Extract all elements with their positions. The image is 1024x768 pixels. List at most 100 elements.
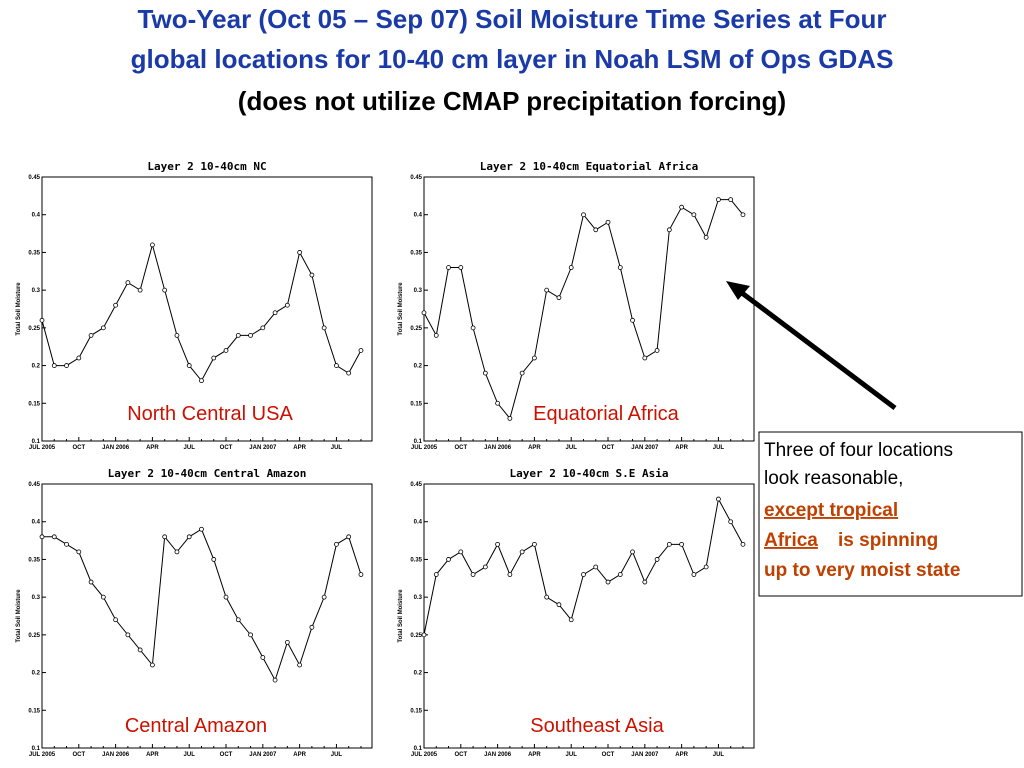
arrow <box>736 288 897 410</box>
y-axis-label: Total Soil Moisture <box>398 589 404 643</box>
annotation-text: Africa <box>764 530 818 551</box>
data-point <box>654 348 660 353</box>
data-point <box>446 557 451 562</box>
data-point <box>605 219 611 225</box>
x-tick-label: JUL <box>184 445 196 451</box>
slide-title: Two-Year (Oct 05 – Sep 07) Soil Moisture… <box>138 4 887 34</box>
data-point <box>150 662 155 668</box>
y-tick-label: 0.4 <box>414 520 423 526</box>
chart-title: Layer 2 10-40cm Central Amazon <box>108 467 307 480</box>
data-point <box>532 541 537 547</box>
chart: Layer 2 10-40cm Central Amazon Total Soil… <box>16 467 373 758</box>
data-point <box>235 617 241 623</box>
data-point <box>617 265 623 270</box>
data-point <box>150 242 155 248</box>
data-point <box>248 332 253 338</box>
y-tick-label: 0.3 <box>414 288 423 294</box>
data-point <box>679 541 685 547</box>
data-point <box>740 212 746 218</box>
data-point <box>211 557 217 562</box>
data-point <box>358 572 364 577</box>
data-point <box>174 549 180 555</box>
data-point <box>309 624 315 630</box>
data-point <box>39 317 45 323</box>
data-point <box>309 272 315 278</box>
y-tick-label: 0.35 <box>410 250 422 256</box>
data-point <box>630 317 635 323</box>
x-tick-label: JUL 2005 <box>29 445 56 451</box>
data-point <box>482 370 488 376</box>
data-point <box>284 640 290 645</box>
data-point <box>728 197 734 203</box>
data-point <box>137 287 143 293</box>
data-point <box>593 227 599 233</box>
data-point <box>556 295 562 301</box>
data-point <box>76 355 82 361</box>
data-point <box>581 572 586 577</box>
data-point <box>642 355 648 361</box>
x-tick-label: APR <box>146 445 159 451</box>
x-tick-label: JUL 2005 <box>411 752 438 758</box>
data-point <box>174 332 180 338</box>
data-point <box>162 287 168 293</box>
annotation-text: is spinning <box>838 530 938 551</box>
plot-frame <box>41 176 373 442</box>
x-tick-label: JAN 2007 <box>631 752 659 758</box>
data-point <box>88 332 94 338</box>
y-tick-label: 0.2 <box>32 364 41 370</box>
x-tick-label: APR <box>293 445 306 451</box>
data-point <box>568 617 574 623</box>
x-tick-label: JAN 2006 <box>102 445 130 451</box>
data-point <box>199 378 204 384</box>
data-point <box>482 564 488 570</box>
data-point <box>495 400 501 406</box>
data-point <box>39 534 45 540</box>
y-tick-label: 0.1 <box>414 439 423 445</box>
data-point <box>358 348 364 353</box>
data-point <box>125 280 131 286</box>
x-tick-label: OCT <box>454 445 467 451</box>
data-point <box>519 549 525 555</box>
x-tick-label: APR <box>528 752 541 758</box>
x-tick-label: OCT <box>220 752 233 758</box>
y-tick-label: 0.15 <box>410 401 422 407</box>
x-tick-label: APR <box>146 752 159 758</box>
data-point <box>346 534 352 540</box>
y-axis-label: Total Soil Moisture <box>16 589 22 643</box>
data-point <box>51 363 57 368</box>
chart: Layer 2 10-40cm Equatorial Africa Total S… <box>398 160 755 451</box>
x-tick-label: JAN 2007 <box>249 445 277 451</box>
x-tick-label: JUL <box>713 752 725 758</box>
data-point <box>532 355 537 361</box>
data-point <box>691 572 697 577</box>
y-tick-label: 0.15 <box>410 708 422 714</box>
caption: Equatorial Africa <box>533 403 680 425</box>
data-point <box>186 363 192 368</box>
x-tick-label: JUL <box>331 752 343 758</box>
data-point <box>64 363 69 368</box>
annotation-text: look reasonable, <box>764 468 903 489</box>
y-tick-label: 0.25 <box>28 633 40 639</box>
data-point <box>581 212 586 218</box>
arrow-head <box>726 281 750 300</box>
data-point <box>76 549 82 555</box>
chart: Layer 2 10-40cm S.E Asia Total Soil Moist… <box>398 467 755 758</box>
data-point <box>470 572 476 577</box>
x-tick-label: OCT <box>72 752 85 758</box>
x-tick-label: APR <box>675 445 688 451</box>
data-point <box>642 579 648 585</box>
data-point <box>88 579 94 585</box>
data-point <box>433 332 439 338</box>
x-tick-label: OCT <box>220 445 233 451</box>
y-tick-label: 0.45 <box>28 482 40 488</box>
x-tick-label: APR <box>528 445 541 451</box>
chart-title: Layer 2 10-40cm Equatorial Africa <box>480 160 699 173</box>
y-tick-label: 0.15 <box>28 708 40 714</box>
x-tick-label: JAN 2007 <box>249 752 277 758</box>
x-tick-label: JAN 2006 <box>102 752 130 758</box>
data-point <box>211 355 217 361</box>
x-tick-label: OCT <box>454 752 467 758</box>
data-point <box>186 534 192 540</box>
y-tick-label: 0.35 <box>28 250 40 256</box>
data-point <box>113 302 119 308</box>
